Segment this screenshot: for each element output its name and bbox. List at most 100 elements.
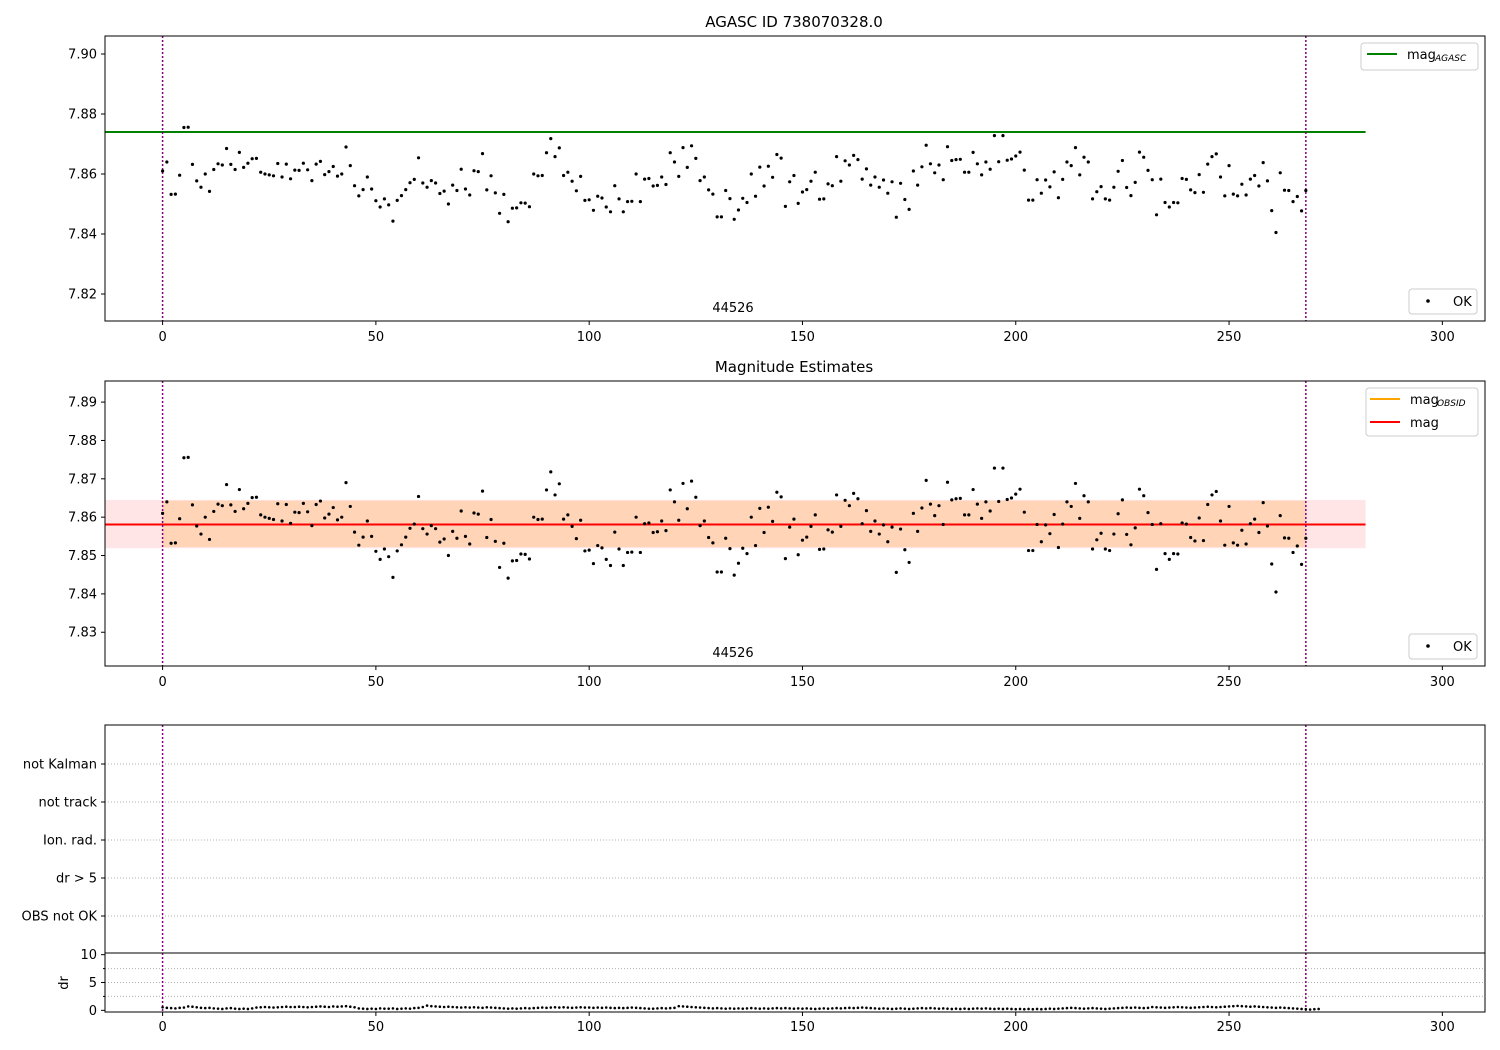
mag-point: [203, 515, 207, 519]
agasc-point: [1261, 161, 1265, 165]
dr-point: [647, 1007, 651, 1010]
mag-point: [510, 559, 514, 563]
flags-category-label: Ion. rad.: [43, 834, 97, 849]
agasc-point: [1180, 176, 1184, 181]
dr-point: [1133, 1006, 1137, 1009]
panel-agasc-title: AGASC ID 738070328.0: [705, 13, 883, 31]
mag-point: [694, 495, 698, 499]
mag-point: [1133, 526, 1137, 530]
mag-point: [1146, 510, 1150, 515]
mag-point: [975, 502, 979, 506]
agasc-point: [984, 160, 988, 164]
mag-point: [1261, 500, 1265, 505]
mag-point: [220, 504, 224, 508]
mag-point: [1253, 517, 1257, 521]
dr-point: [822, 1007, 826, 1010]
agasc-point: [254, 156, 259, 160]
dr-point: [161, 1005, 164, 1009]
agasc-point: [1090, 197, 1095, 201]
mag-xtick-label: 200: [1003, 675, 1028, 690]
dr-point: [1236, 1004, 1239, 1008]
agasc-point: [1108, 198, 1112, 202]
mag-point: [1223, 543, 1227, 547]
dr-point: [860, 1006, 864, 1009]
mag-point: [775, 490, 779, 494]
dr-point: [1291, 1007, 1295, 1010]
dr-point: [1031, 1007, 1035, 1011]
agasc-point: [549, 137, 553, 141]
mag-point: [911, 511, 915, 515]
agasc-point: [1214, 152, 1218, 156]
dr-point: [779, 1007, 783, 1010]
dr-point: [536, 1006, 540, 1010]
mag-point: [335, 518, 340, 522]
dr-point: [1283, 1006, 1286, 1010]
dr-point: [1112, 1007, 1116, 1010]
mag-point: [988, 509, 992, 513]
mag-point: [1180, 521, 1184, 525]
mag-point: [540, 517, 544, 521]
dr-point: [592, 1006, 595, 1010]
agasc-point: [1184, 177, 1188, 181]
mag-point: [698, 524, 702, 528]
panel-agasc-legend-lower: OK: [1408, 288, 1478, 315]
dr-point: [1104, 1007, 1107, 1011]
agasc-point: [775, 152, 779, 157]
mag-point: [1048, 532, 1052, 536]
dr-point: [1142, 1006, 1146, 1010]
mag-point: [1112, 532, 1116, 536]
dr-point: [1223, 1005, 1227, 1009]
agasc-point: [216, 162, 220, 166]
dr-point: [1014, 1007, 1018, 1011]
mag-point: [660, 519, 664, 523]
dr-point: [370, 1007, 373, 1010]
mag-point: [681, 481, 685, 486]
agasc-point: [451, 183, 455, 187]
mag-point: [758, 506, 762, 510]
dr-point: [1138, 1006, 1141, 1010]
agasc-point: [591, 208, 596, 212]
agasc-point: [480, 152, 485, 156]
agasc-point: [361, 188, 365, 192]
agasc-point: [660, 175, 664, 179]
dr-point: [1227, 1005, 1231, 1008]
dr-point: [971, 1007, 975, 1010]
agasc-xtick-label: 0: [158, 330, 166, 345]
dr-point: [289, 1005, 292, 1009]
mag-point: [293, 510, 297, 514]
agasc-point: [165, 160, 169, 164]
mag-point: [766, 505, 770, 509]
mag-point: [1108, 548, 1112, 553]
dr-point: [302, 1005, 305, 1009]
agasc-point: [1146, 168, 1150, 172]
agasc-point: [779, 156, 783, 160]
legend-mag-obsid-label: mag: [1410, 393, 1439, 408]
dr-point: [361, 1007, 365, 1010]
agasc-point: [1052, 170, 1056, 174]
agasc-point: [724, 188, 728, 193]
dr-point: [348, 1005, 352, 1009]
mag-point: [1295, 544, 1299, 548]
dr-point: [451, 1005, 454, 1009]
agasc-point: [1210, 155, 1214, 159]
dr-xtick-label: 150: [790, 1020, 815, 1035]
mag-point: [515, 558, 519, 563]
mag-point: [877, 532, 881, 536]
agasc-point: [805, 188, 809, 192]
dr-point: [1172, 1005, 1175, 1009]
agasc-point: [980, 173, 984, 177]
mag-point: [472, 511, 476, 515]
mag-point: [907, 560, 911, 565]
mag-point: [280, 519, 284, 523]
agasc-point: [310, 179, 314, 183]
dr-point: [758, 1007, 762, 1010]
dr-ytick-label: 5: [89, 976, 97, 991]
mag-point: [992, 466, 997, 470]
agasc-point: [886, 191, 890, 195]
mag-point: [1014, 492, 1018, 496]
dr-point: [1061, 1007, 1064, 1010]
mag-point: [536, 517, 540, 522]
agasc-point: [173, 192, 177, 196]
agasc-point: [1116, 169, 1120, 173]
panel-dr-frame: [104, 952, 1486, 1013]
